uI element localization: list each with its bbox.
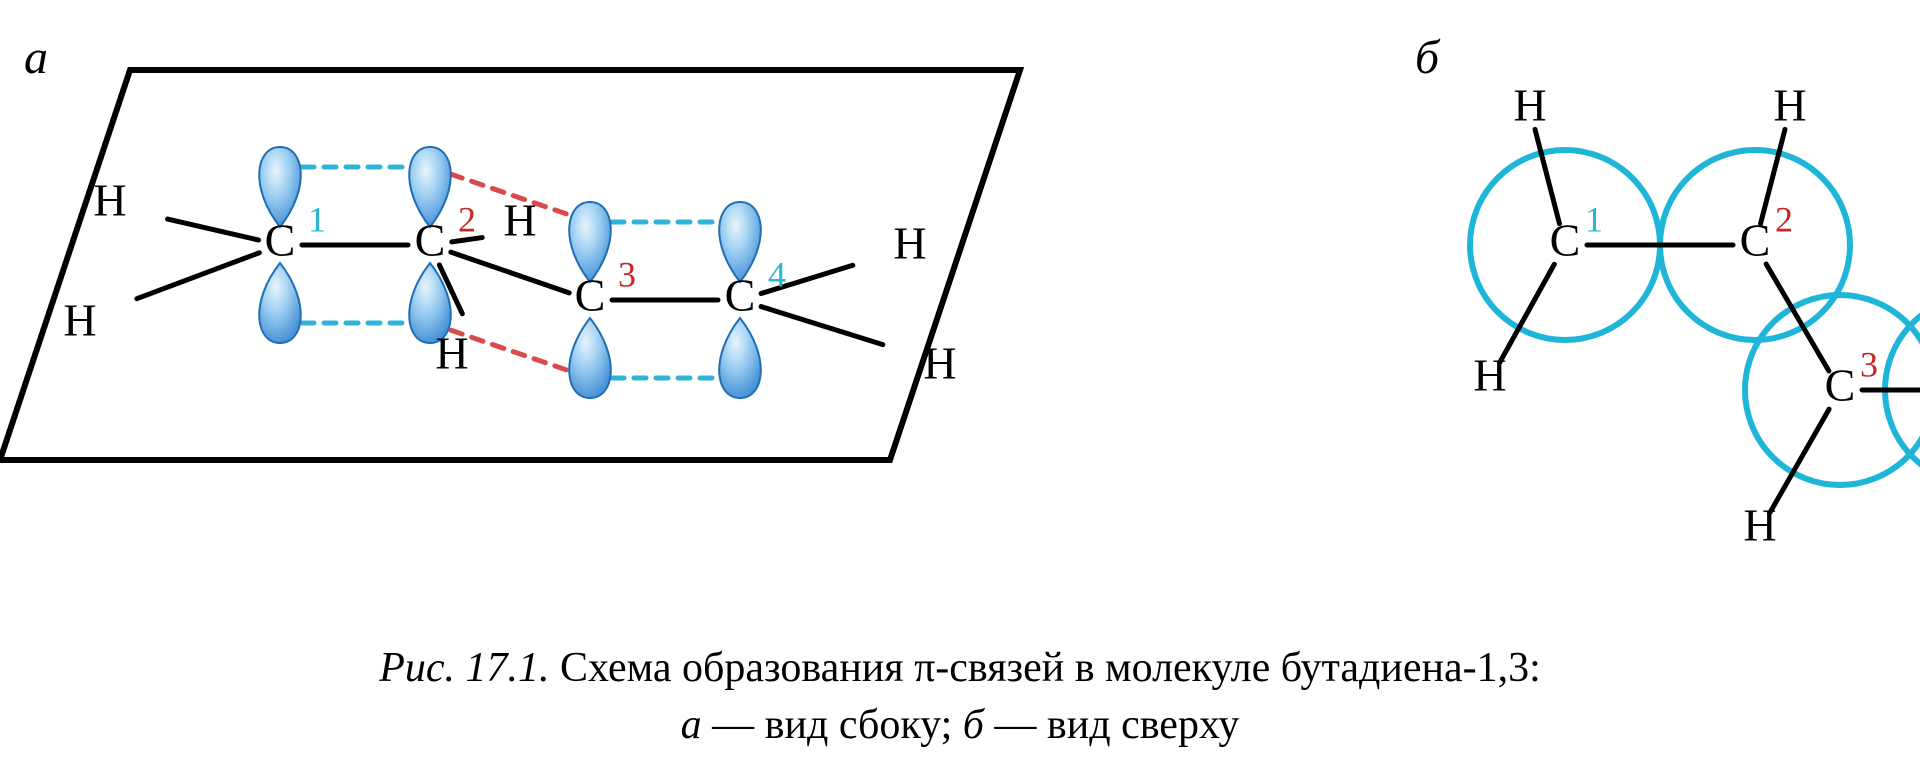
- bond-c2-c3: [451, 252, 569, 293]
- atom-h: H: [1473, 350, 1506, 401]
- bond-c1-h1: [1535, 129, 1559, 223]
- caption-b: б: [963, 702, 984, 748]
- atom-h: H: [1773, 80, 1806, 131]
- atom-c2: C: [415, 215, 446, 266]
- atom-c4: C: [725, 270, 756, 321]
- bond-c4-h6: [761, 307, 883, 345]
- atom-c2: C: [1740, 215, 1771, 266]
- bond-c1-h1: [168, 219, 259, 240]
- atom-c1: C: [1550, 215, 1581, 266]
- atom-h: H: [893, 218, 926, 269]
- atom-h: H: [93, 175, 126, 226]
- atom-c1-number: 1: [308, 199, 326, 239]
- atom-c3-number: 3: [618, 254, 636, 294]
- caption-prefix: Рис. 17.1.: [379, 645, 549, 691]
- atom-h: H: [63, 295, 96, 346]
- panel-b-label: б: [1415, 31, 1441, 84]
- caption-end: — вид сверху: [984, 702, 1239, 748]
- atom-h: H: [435, 328, 468, 379]
- caption-mid: — вид сбоку;: [702, 702, 963, 748]
- molecular-plane: [0, 70, 1020, 460]
- atom-c1-number: 1: [1585, 199, 1603, 239]
- atom-c3: C: [1825, 360, 1856, 411]
- figure-stage: аHHHHHHC1C2C3C4бHHHHC1C2C3C4 Рис. 17.1. …: [0, 0, 1920, 768]
- panel-a: аHHHHHHC1C2C3C4: [0, 31, 1020, 460]
- caption-line-1: Рис. 17.1. Схема образования π-связей в …: [0, 640, 1920, 697]
- atom-c4-number: 4: [768, 254, 786, 294]
- caption-line-2: а — вид сбоку; б — вид сверху: [0, 697, 1920, 754]
- panel-a-label: а: [24, 31, 48, 84]
- panel-b: бHHHHC1C2C3C4: [1415, 31, 1920, 551]
- bond-c1-h2: [137, 253, 260, 299]
- atom-h: H: [923, 338, 956, 389]
- bond-c1-h2: [1500, 264, 1555, 362]
- p-orbital-down-c3: [569, 318, 611, 398]
- atom-h: H: [1513, 80, 1546, 131]
- atom-c2-number: 2: [1775, 199, 1793, 239]
- atom-h: H: [1743, 500, 1776, 551]
- atom-c3: C: [575, 270, 606, 321]
- atom-c1: C: [265, 215, 296, 266]
- atom-c2-number: 2: [458, 199, 476, 239]
- p-orbital-down-c1: [259, 263, 301, 343]
- figure-caption: Рис. 17.1. Схема образования π-связей в …: [0, 640, 1920, 753]
- atom-h: H: [503, 195, 536, 246]
- p-orbital-down-c4: [719, 318, 761, 398]
- atom-c3-number: 3: [1860, 344, 1878, 384]
- caption-line1-rest: Схема образования π-связей в молекуле бу…: [550, 645, 1541, 691]
- caption-a: а: [681, 702, 702, 748]
